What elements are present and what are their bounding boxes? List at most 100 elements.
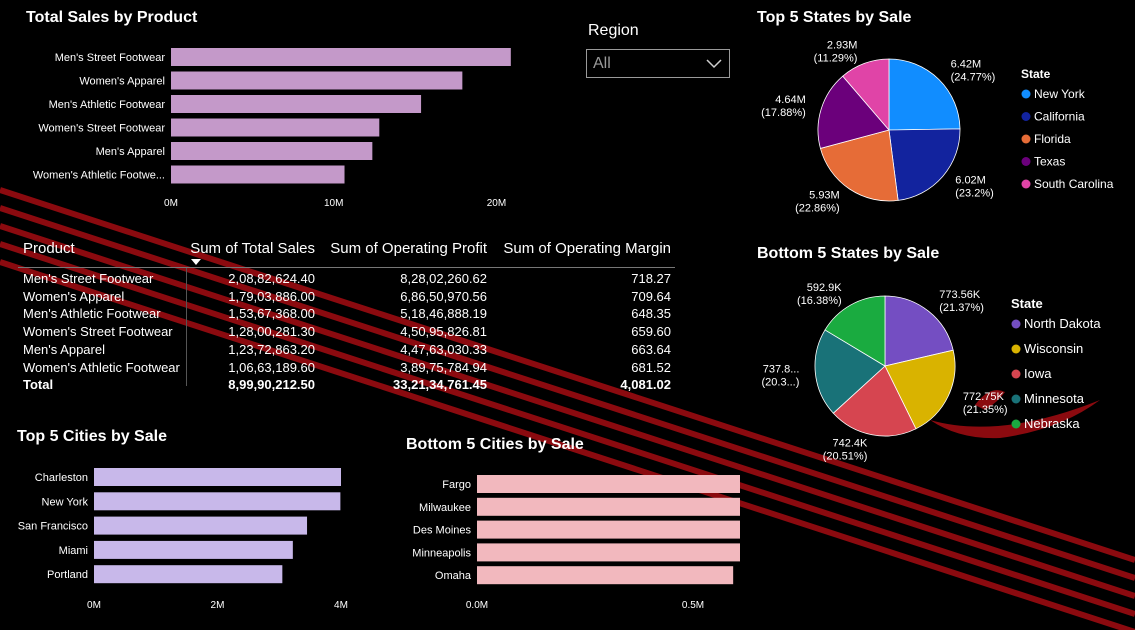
bar[interactable] [94,516,308,535]
bar-category-label: Milwaukee [419,502,471,514]
pie-data-label: 592.9K (16.38%) [797,282,842,307]
chart-bottom-states[interactable]: 773.56K (21.37%) 772.75K (21.35%) 742.4K (20.… [740,265,1135,465]
bar[interactable] [94,565,283,584]
bar-category-label: Charleston [35,472,88,484]
bar[interactable] [477,543,740,562]
table-header-operating-margin[interactable]: Sum of Operating Margin [503,240,671,257]
pie-slice[interactable] [884,295,954,367]
chart-title-top-cities: Top 5 Cities by Sale [17,428,167,445]
legend-item[interactable]: Iowa [1024,366,1052,381]
axis-tick-label: 0.0M [466,600,488,611]
chart-sales-by-product[interactable]: Men's Street Footwear Women's Apparel Men'… [0,40,520,215]
bar-category-label: New York [42,496,89,508]
table-cell: 663.64 [631,342,671,357]
pie-data-label: 737.8... (20.3...) [762,363,800,388]
pie-slice[interactable] [832,365,917,437]
legend-marker [1021,179,1031,189]
pie-slice[interactable] [814,329,886,414]
bar[interactable] [171,142,373,160]
table-cell: Total [23,377,54,392]
table-row[interactable]: Men's Street Footwear 2,08,82,624.40 8,2… [18,271,675,288]
table-row[interactable]: Women's Street Footwear 1,28,00,281.30 4… [18,324,675,341]
bar[interactable] [171,165,345,184]
table-row[interactable]: Men's Apparel 1,23,72,863.20 4,47,63,030… [18,342,675,359]
pie-data-label: 4.64M (17.88%) [761,94,806,119]
pie-slice[interactable] [888,58,961,131]
bar[interactable] [477,497,740,516]
legend-marker [1011,394,1021,404]
table-cell: 4,081.02 [620,377,671,392]
legend-title: State [1021,67,1051,81]
legend-item[interactable]: South Carolina [1034,177,1114,191]
chevron-down-icon [706,59,722,69]
region-dropdown-value: All [593,55,611,72]
legend-marker [1021,134,1031,144]
bar-category-label: Men's Athletic Footwear [49,99,166,111]
legend-item[interactable]: New York [1034,87,1086,101]
table-cell: 3,89,75,784.94 [400,360,487,375]
bar-category-label: Fargo [442,479,471,491]
axis-tick-label: 10M [324,198,343,209]
table-row[interactable]: Women's Athletic Footwear 1,06,63,189.60… [18,360,675,377]
chart-bottom-cities[interactable]: Fargo Milwaukee Des Moines Minneapolis Omaha… [380,465,740,615]
table-header-operating-profit[interactable]: Sum of Operating Profit [330,240,487,257]
table-cell: 8,28,02,260.62 [400,271,487,286]
pie-slice[interactable] [884,349,956,430]
legend-title: State [1011,296,1043,311]
table-header-total-sales[interactable]: Sum of Total Sales [190,240,315,257]
bar-category-label: Men's Apparel [96,146,165,158]
pie-slice[interactable] [824,295,886,367]
table-cell: 8,99,90,212.50 [228,377,315,392]
legend-item[interactable]: California [1034,110,1085,124]
table-cell: Men's Athletic Footwear [23,306,161,321]
chart-top-states[interactable]: 6.42M (24.77%) 6.02M (23.2%) 5.93M (22.86%) 4.… [740,30,1135,230]
chart-top-cities[interactable]: Charleston New York San Francisco Miami Port… [0,460,380,615]
bar[interactable] [477,566,734,585]
table-cell: 659.60 [631,324,671,339]
table-cell: Women's Street Footwear [23,324,173,339]
bar-category-label: Portland [47,569,88,581]
bar-category-label: Women's Apparel [79,76,165,88]
sort-descending-icon[interactable] [191,259,201,265]
table-cell: 5,18,46,888.19 [400,306,487,321]
table-column-divider [186,268,187,386]
bar[interactable] [94,492,341,511]
legend-item[interactable]: North Dakota [1024,316,1101,331]
pie-data-label: 773.56K (21.37%) [939,289,984,314]
bar[interactable] [171,95,422,113]
bar[interactable] [171,48,511,66]
legend-item[interactable]: Nebraska [1024,416,1080,431]
legend-marker [1011,419,1021,429]
legend-item[interactable]: Florida [1034,132,1071,146]
pie-slice[interactable] [842,58,890,132]
table-cell: 2,08,82,624.40 [228,271,315,286]
table-cell: 1,53,67,368.00 [228,306,315,321]
bar[interactable] [477,520,740,539]
pie-slice[interactable] [819,129,899,202]
bar[interactable] [171,71,463,90]
table-cell: 1,06,63,189.60 [228,360,315,375]
pie-data-label: 5.93M (22.86%) [795,190,840,215]
table-header-product[interactable]: Product [23,240,75,257]
bar[interactable] [171,118,380,137]
pie-slice[interactable] [888,128,961,201]
table-row[interactable]: Women's Apparel 1,79,03,886.00 6,86,50,9… [18,289,675,306]
table-cell: 718.27 [631,271,671,286]
axis-tick-label: 2M [211,600,225,611]
legend-item[interactable]: Wisconsin [1024,341,1083,356]
table-cell: 1,23,72,863.20 [228,342,315,357]
table-cell: 4,50,95,826.81 [400,324,487,339]
table-cell: 681.52 [631,360,671,375]
bar[interactable] [94,468,341,486]
bar-category-label: Omaha [435,570,472,582]
bar[interactable] [94,540,293,559]
table-row[interactable]: Men's Athletic Footwear 1,53,67,368.00 5… [18,306,675,323]
axis-tick-label: 0M [87,600,101,611]
legend-marker [1021,112,1031,121]
bar[interactable] [477,475,740,493]
legend-item[interactable]: Texas [1034,155,1065,169]
table-cell: 1,79,03,886.00 [228,289,315,304]
pie-slice[interactable] [817,75,890,149]
legend-item[interactable]: Minnesota [1024,391,1085,406]
region-dropdown[interactable]: All [586,49,730,78]
